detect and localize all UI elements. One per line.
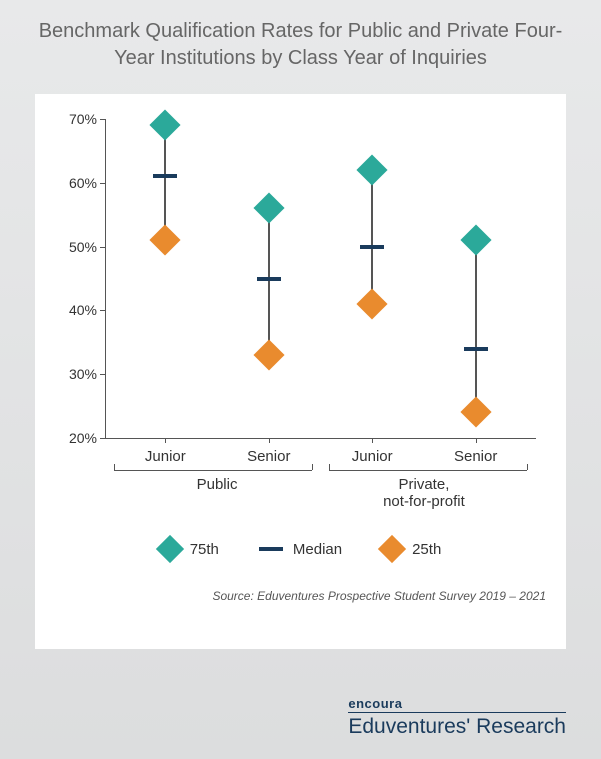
p25-marker [253, 339, 284, 370]
legend-item: Median [259, 541, 342, 558]
p75-marker [357, 154, 388, 185]
y-tick-mark [100, 374, 105, 375]
y-tick-mark [100, 438, 105, 439]
x-group-tick [312, 464, 313, 470]
range-stem [268, 208, 270, 355]
y-tick-label: 20% [69, 430, 97, 446]
subbrand-name: Eduventures' Research [348, 712, 566, 739]
x-group-label: Public [197, 476, 238, 493]
x-group-line [114, 470, 312, 471]
legend-swatch [156, 535, 184, 563]
x-tick-mark [269, 438, 270, 443]
x-category-label: Junior [145, 448, 186, 465]
y-tick-label: 70% [69, 111, 97, 127]
x-group-tick [114, 464, 115, 470]
brand-name: encoura [348, 696, 566, 711]
x-category-label: Senior [247, 448, 290, 465]
source-text: Source: Eduventures Prospective Student … [55, 589, 546, 603]
x-tick-mark [372, 438, 373, 443]
median-marker [360, 245, 384, 249]
y-tick-label: 30% [69, 366, 97, 382]
median-marker [153, 174, 177, 178]
x-tick-mark [165, 438, 166, 443]
x-category-label: Junior [352, 448, 393, 465]
x-tick-mark [476, 438, 477, 443]
footer-logo: encoura Eduventures' Research [348, 696, 566, 739]
x-group-tick [527, 464, 528, 470]
legend-label: 75th [190, 541, 219, 558]
chart-card: 20% 30% 40% 50% 60% 70% Junior Senior Junior Seni… [35, 94, 566, 649]
y-tick-label: 40% [69, 302, 97, 318]
legend-item: 75th [160, 539, 219, 559]
y-tick-mark [100, 119, 105, 120]
median-marker [464, 347, 488, 351]
legend-swatch [259, 547, 283, 551]
p75-marker [253, 193, 284, 224]
legend-label: Median [293, 541, 342, 558]
p25-marker [460, 397, 491, 428]
median-marker [257, 277, 281, 281]
chart-title: Benchmark Qualification Rates for Public… [0, 0, 601, 84]
plot-area: 20%30%40%50%60%70%JuniorSeniorJuniorSeni… [105, 119, 536, 439]
x-group-label: Private,not-for-profit [383, 476, 465, 510]
y-tick-label: 60% [69, 175, 97, 191]
legend-swatch [378, 535, 406, 563]
legend-label: 25th [412, 541, 441, 558]
range-stem [164, 125, 166, 240]
legend-item: 25th [382, 539, 441, 559]
y-tick-mark [100, 310, 105, 311]
x-category-label: Senior [454, 448, 497, 465]
y-tick-mark [100, 183, 105, 184]
range-stem [475, 240, 477, 412]
p75-marker [460, 225, 491, 256]
y-axis [105, 119, 106, 438]
x-group-line [329, 470, 527, 471]
legend: 75th Median 25th [55, 539, 546, 559]
y-tick-mark [100, 247, 105, 248]
p25-marker [357, 288, 388, 319]
p25-marker [150, 225, 181, 256]
range-stem [371, 170, 373, 304]
p75-marker [150, 110, 181, 141]
y-tick-label: 50% [69, 239, 97, 255]
x-group-tick [329, 464, 330, 470]
